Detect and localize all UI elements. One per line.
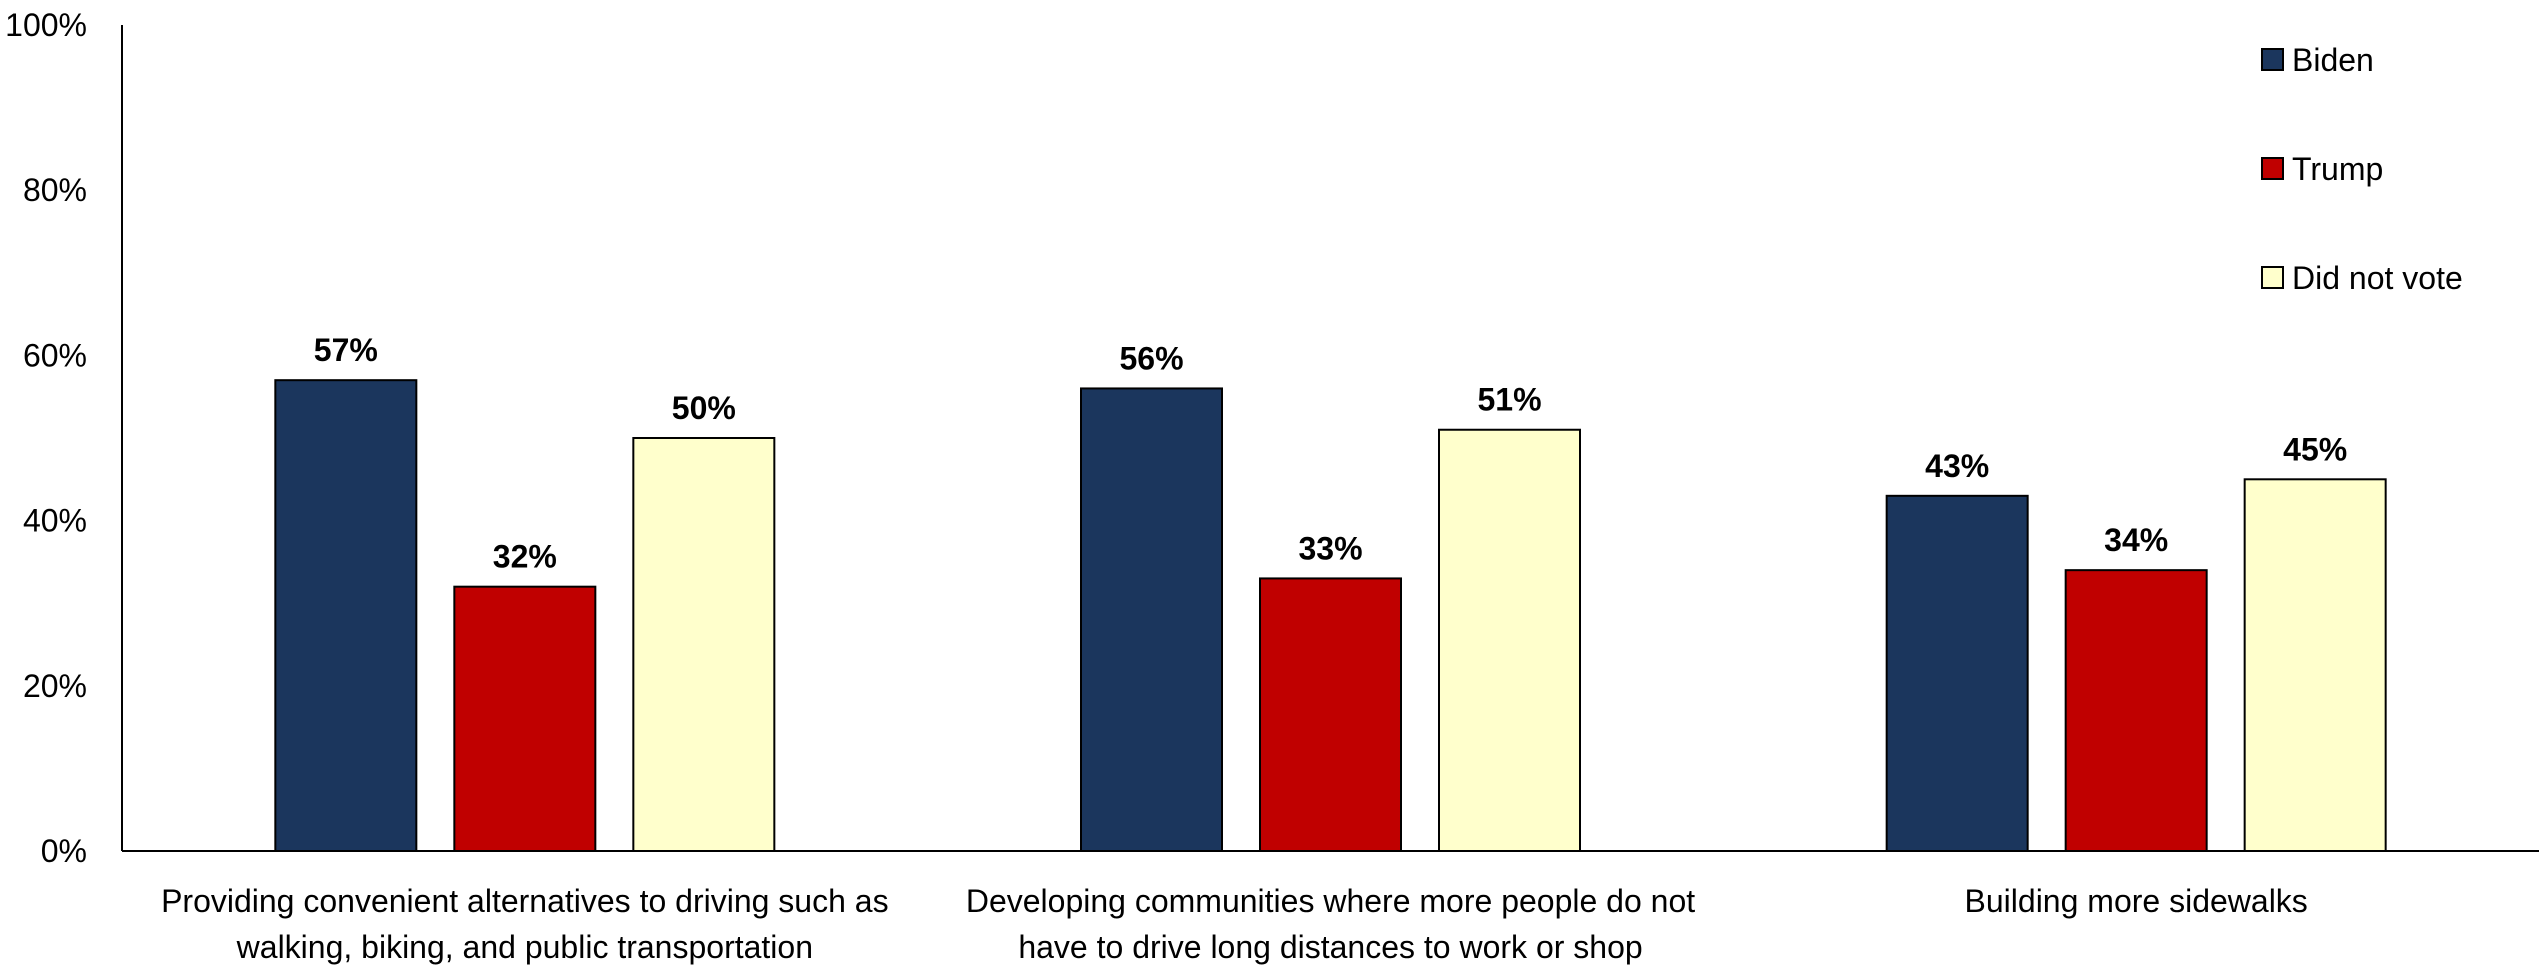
category-label: Building more sidewalks bbox=[1965, 883, 2308, 919]
bar-biden bbox=[274, 379, 418, 852]
data-label: 32% bbox=[493, 539, 557, 575]
data-labels: 57% 32% 50% 56% 33% 51% 43% 34% 45% bbox=[314, 332, 2347, 575]
data-label: 45% bbox=[2283, 431, 2347, 467]
data-label: 56% bbox=[1119, 340, 1183, 376]
bar-did-not-vote bbox=[632, 437, 776, 852]
bar-biden bbox=[1885, 494, 2029, 852]
legend: Biden Trump Did not vote bbox=[2261, 42, 2463, 296]
bar-trump bbox=[453, 585, 597, 852]
y-tick-label: 0% bbox=[41, 833, 87, 869]
legend-label: Did not vote bbox=[2292, 260, 2463, 296]
data-label: 50% bbox=[672, 390, 736, 426]
y-tick-label: 80% bbox=[23, 172, 87, 208]
data-label: 57% bbox=[314, 332, 378, 368]
legend-label: Biden bbox=[2292, 42, 2374, 78]
legend-swatch bbox=[2261, 157, 2284, 180]
bar-trump bbox=[2064, 569, 2208, 852]
data-label: 43% bbox=[1925, 448, 1989, 484]
bar-did-not-vote bbox=[1438, 428, 1581, 852]
bars bbox=[274, 379, 2387, 852]
bar-did-not-vote bbox=[2243, 478, 2387, 852]
data-label: 34% bbox=[2104, 522, 2168, 558]
legend-swatch bbox=[2261, 266, 2284, 289]
data-label: 51% bbox=[1477, 382, 1541, 418]
y-tick-label: 20% bbox=[23, 668, 87, 704]
bar-biden bbox=[1080, 387, 1223, 852]
y-axis: 0% 20% 40% 60% 80% 100% bbox=[5, 7, 123, 869]
y-tick-label: 40% bbox=[23, 503, 87, 539]
category-label: walking, biking, and public transportati… bbox=[236, 929, 813, 965]
category-label: have to drive long distances to work or … bbox=[1018, 929, 1642, 965]
bar-trump bbox=[1259, 577, 1402, 852]
category-label: Developing communities where more people… bbox=[966, 883, 1695, 919]
x-axis: Providing convenient alternatives to dri… bbox=[122, 850, 2539, 965]
legend-swatch bbox=[2261, 48, 2284, 71]
legend-label: Trump bbox=[2292, 151, 2383, 187]
data-label: 33% bbox=[1298, 530, 1362, 566]
y-tick-label: 100% bbox=[5, 7, 87, 43]
y-tick-label: 60% bbox=[23, 337, 87, 373]
category-label: Providing convenient alternatives to dri… bbox=[161, 883, 889, 919]
